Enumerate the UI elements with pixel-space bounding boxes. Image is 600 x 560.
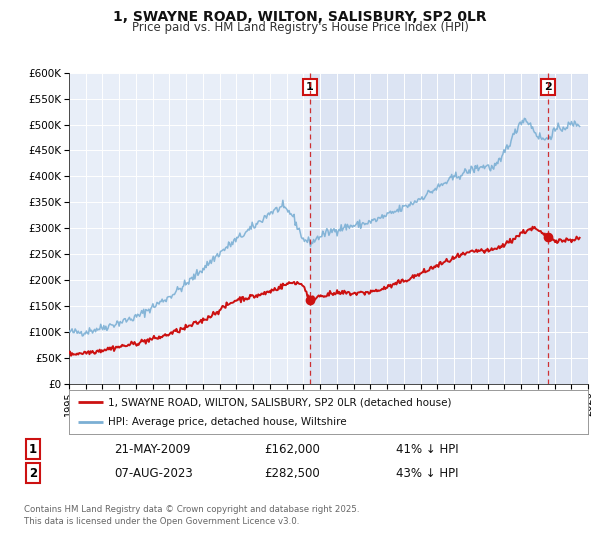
Text: 2: 2 [544, 82, 551, 92]
Text: £162,000: £162,000 [264, 442, 320, 456]
Text: HPI: Average price, detached house, Wiltshire: HPI: Average price, detached house, Wilt… [108, 417, 347, 427]
Text: 21-MAY-2009: 21-MAY-2009 [114, 442, 191, 456]
Text: Contains HM Land Registry data © Crown copyright and database right 2025.
This d: Contains HM Land Registry data © Crown c… [24, 505, 359, 526]
Text: 07-AUG-2023: 07-AUG-2023 [114, 466, 193, 480]
Text: 41% ↓ HPI: 41% ↓ HPI [396, 442, 458, 456]
Text: Price paid vs. HM Land Registry's House Price Index (HPI): Price paid vs. HM Land Registry's House … [131, 21, 469, 34]
Text: 1, SWAYNE ROAD, WILTON, SALISBURY, SP2 0LR: 1, SWAYNE ROAD, WILTON, SALISBURY, SP2 0… [113, 10, 487, 24]
Text: 43% ↓ HPI: 43% ↓ HPI [396, 466, 458, 480]
Text: 1: 1 [306, 82, 314, 92]
Text: 1: 1 [29, 442, 37, 456]
Text: 2: 2 [29, 466, 37, 480]
Text: 1, SWAYNE ROAD, WILTON, SALISBURY, SP2 0LR (detached house): 1, SWAYNE ROAD, WILTON, SALISBURY, SP2 0… [108, 397, 451, 407]
Bar [310, 73, 588, 384]
Text: £282,500: £282,500 [264, 466, 320, 480]
